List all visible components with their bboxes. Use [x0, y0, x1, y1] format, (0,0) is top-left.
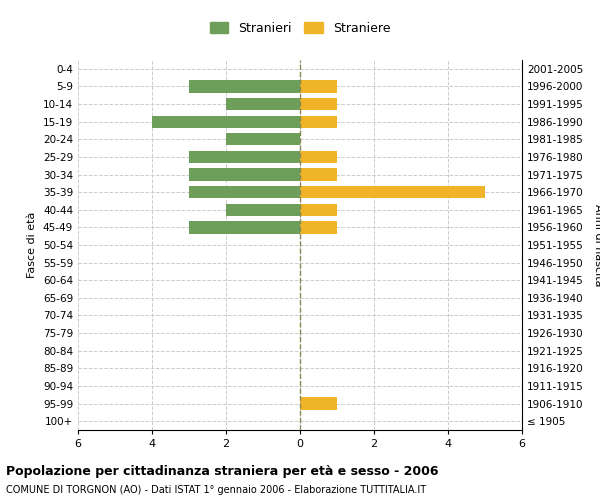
Bar — [189, 221, 300, 234]
Bar — [226, 133, 300, 145]
Bar — [300, 186, 485, 198]
Bar — [300, 398, 337, 409]
Bar — [300, 168, 337, 180]
Bar — [189, 186, 300, 198]
Text: COMUNE DI TORGNON (AO) - Dati ISTAT 1° gennaio 2006 - Elaborazione TUTTITALIA.IT: COMUNE DI TORGNON (AO) - Dati ISTAT 1° g… — [6, 485, 426, 495]
Bar — [300, 98, 337, 110]
Text: Popolazione per cittadinanza straniera per età e sesso - 2006: Popolazione per cittadinanza straniera p… — [6, 465, 439, 478]
Y-axis label: Anni di nascita: Anni di nascita — [593, 204, 600, 286]
Bar — [300, 204, 337, 216]
Bar — [189, 80, 300, 92]
Bar — [189, 150, 300, 163]
Bar — [226, 98, 300, 110]
Y-axis label: Fasce di età: Fasce di età — [28, 212, 37, 278]
Bar — [300, 116, 337, 128]
Bar — [152, 116, 300, 128]
Bar — [300, 150, 337, 163]
Bar — [300, 80, 337, 92]
Legend: Stranieri, Straniere: Stranieri, Straniere — [206, 18, 394, 38]
Bar — [226, 204, 300, 216]
Bar — [300, 221, 337, 234]
Bar — [189, 168, 300, 180]
